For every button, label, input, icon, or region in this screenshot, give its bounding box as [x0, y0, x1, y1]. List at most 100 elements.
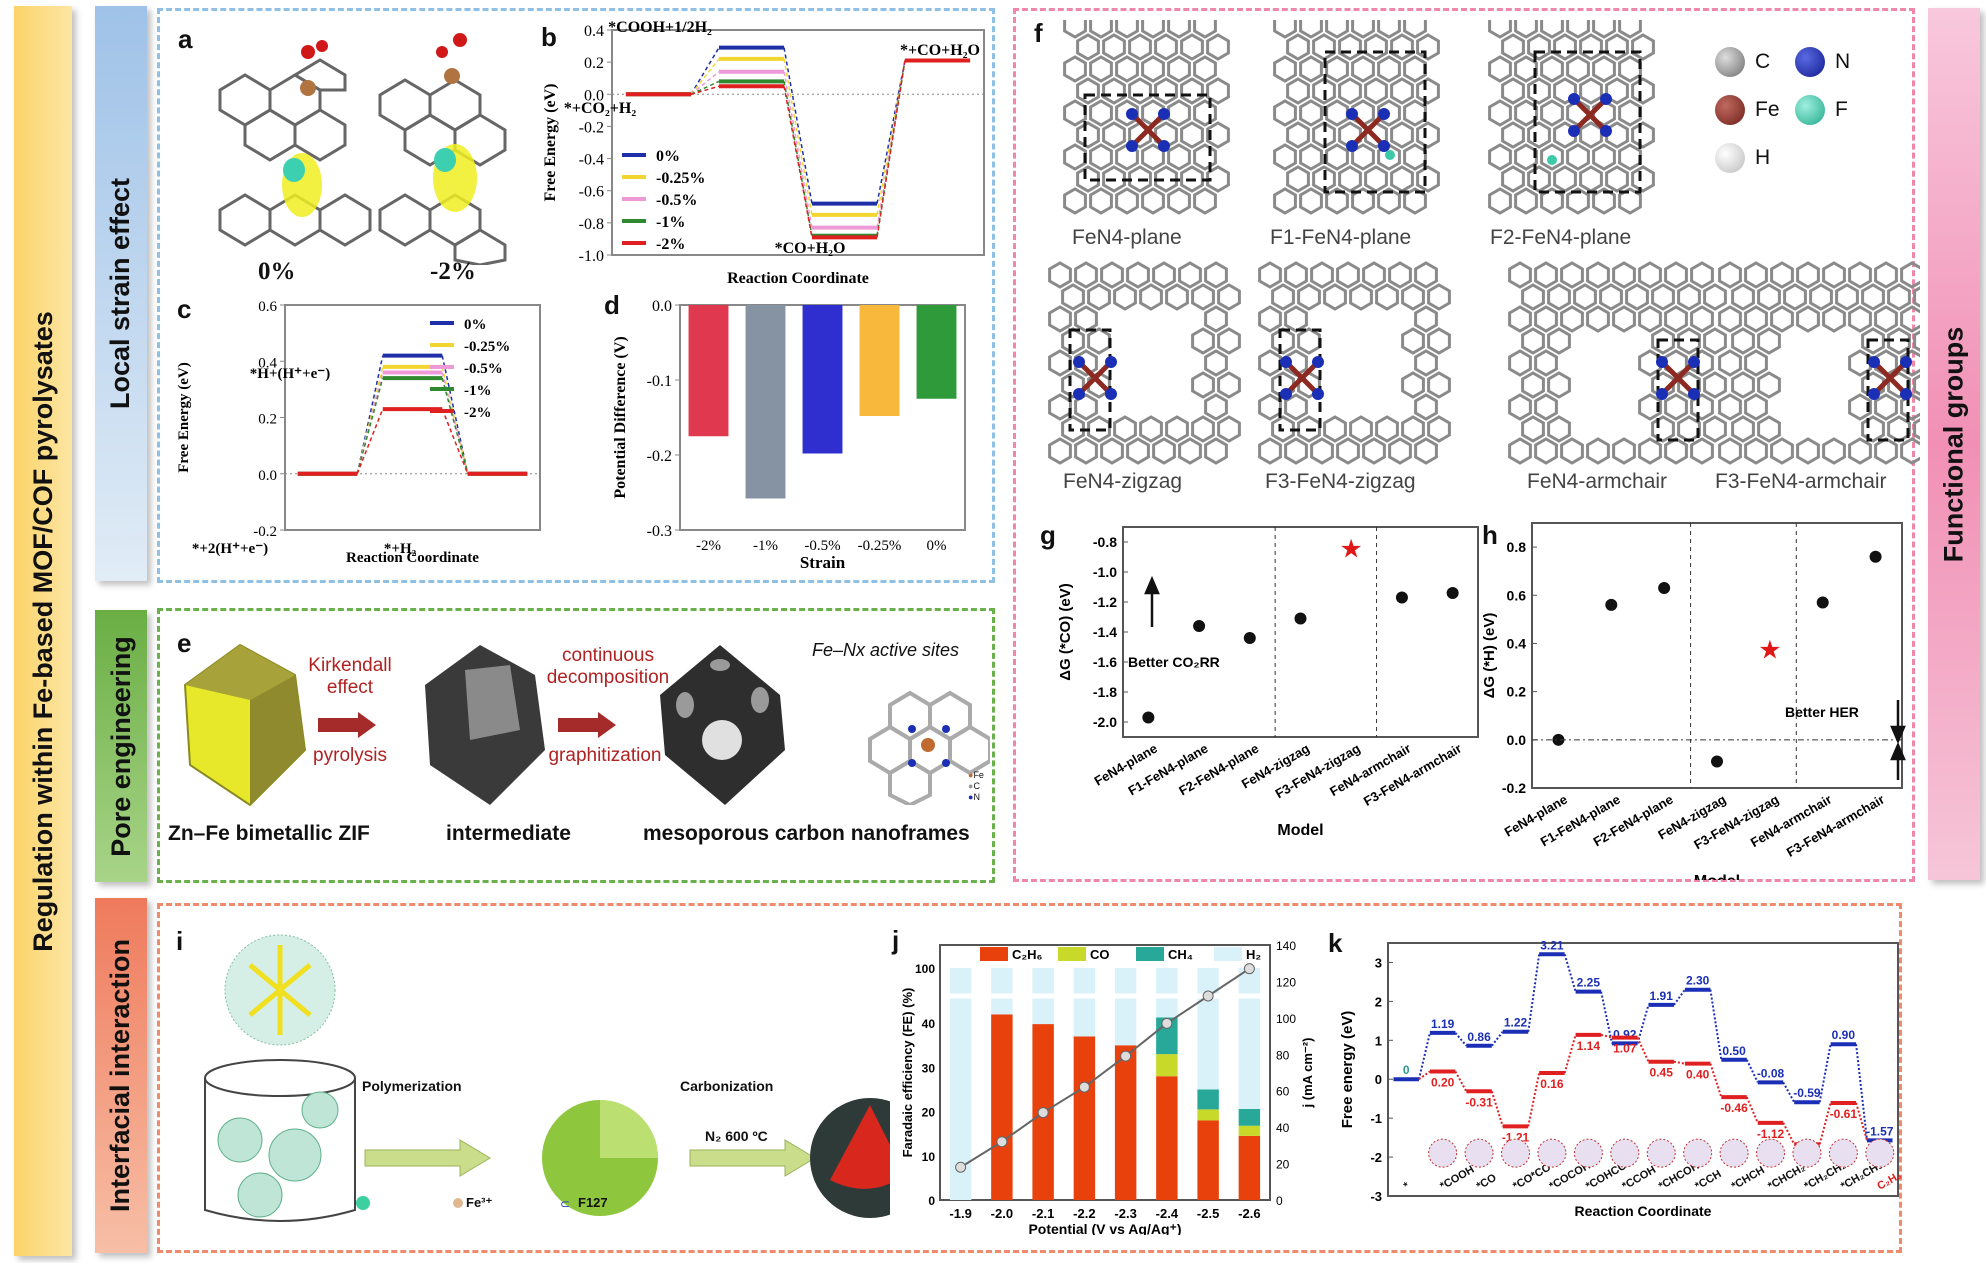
y-tick-label: 100: [915, 962, 935, 976]
highlight-star-icon: ★: [1758, 635, 1781, 665]
chart-k: 3210-1-2-301.190.861.223.212.250.921.912…: [1339, 938, 1904, 1219]
step2-bottom: graphitization: [548, 745, 662, 766]
energy-connector: [1563, 1034, 1577, 1074]
step-label: *+H₂: [384, 541, 417, 557]
energy-connector: [1673, 1060, 1686, 1065]
chart-c: 0.6 0.4 0.2 0.0 -0.2*+2(H⁺+e⁻) *H+(H⁺+e⁻) *+H₂…: [176, 299, 541, 566]
bar-segment: [949, 998, 972, 1200]
nitrogen-atom: [1868, 356, 1880, 368]
structure-caption-4: F3-FeN4-zigzag: [1265, 470, 1416, 493]
y-tick-label: 0.4: [1507, 635, 1527, 651]
carbon-atom-icon: [1715, 47, 1745, 77]
energy-connector: [690, 71, 720, 95]
active-sites-label: Fe–Nx active sites: [812, 640, 960, 660]
step-label: *+CO+H₂O: [900, 42, 980, 59]
unit-cell-box: [1533, 50, 1642, 194]
energy-connector: [690, 58, 720, 95]
energy-connector: [356, 366, 384, 474]
legend-label: H₂: [1246, 947, 1261, 962]
bar-segment: [1114, 998, 1137, 1046]
bar-segment: [1238, 1135, 1261, 1200]
legend-label: 0%: [464, 317, 487, 333]
structure-caption-1: F1-FeN4-plane: [1270, 226, 1412, 249]
step-label: *+CO₂+H₂: [564, 100, 636, 117]
nitrogen-atom: [1158, 140, 1170, 152]
bar-segment: [1197, 1089, 1219, 1110]
adsorbate-structure: [1646, 1138, 1676, 1168]
y-tick-label: 0.0: [652, 298, 672, 315]
x-tick-label: F3-FeN4-armchair: [1784, 792, 1887, 860]
energy-value-label: 0.90: [1832, 1028, 1856, 1042]
y-tick-label: -0.2: [647, 448, 672, 465]
legend-label: 0%: [656, 148, 680, 165]
x-tick-label: *CO: [1475, 1172, 1499, 1193]
nitrogen-atom: [1346, 140, 1358, 152]
energy-connector: [1454, 1032, 1468, 1047]
panel-label-k: k: [1328, 928, 1343, 958]
pore-frame: [157, 608, 995, 883]
legend-c: ●C: [968, 781, 980, 791]
arrow-icon: [1144, 575, 1160, 595]
energy-value-label: 0.40: [1686, 1068, 1710, 1082]
current-density-point: [1120, 1050, 1132, 1062]
bar-segment: [1238, 1108, 1261, 1126]
structure-caption-0: FeN4-plane: [1072, 226, 1182, 249]
energy-connector: [690, 47, 720, 95]
energy-value-label: -1.12: [1757, 1127, 1785, 1141]
x-tick-label: *: [1402, 1180, 1412, 1193]
x-tick-label: -2.2: [1073, 1206, 1095, 1221]
energy-value-label: 0.50: [1722, 1044, 1746, 1058]
energy-connector: [1527, 1072, 1541, 1127]
arrow-icon: [689, 1139, 816, 1177]
structure-caption-3: FeN4-zigzag: [1063, 470, 1183, 493]
energy-connector: [876, 60, 906, 204]
fluorine-atom: [1547, 155, 1557, 165]
structure-caption-5: FeN4-armchair: [1527, 470, 1668, 493]
fe-n-bond: [1660, 360, 1696, 396]
y-tick-label: -0.3: [647, 523, 672, 540]
step-label: *CO+H₂O: [775, 240, 846, 257]
highlight-star-icon: ★: [1340, 534, 1363, 564]
legend-fe3: Fe³⁺: [466, 1195, 493, 1210]
current-density-line: [960, 967, 1250, 1169]
bar-segment: [1073, 1036, 1096, 1200]
data-point: [1658, 582, 1671, 595]
fe-atom: [300, 80, 316, 96]
step1-top-line1: Kirkendall: [308, 655, 392, 676]
x-axis-label: Model: [1694, 873, 1740, 880]
y-tick-label: 0.6: [1507, 587, 1527, 603]
x-tick-label: F3-FeN4-zigzag: [1273, 741, 1363, 802]
nitrogen-atom: [1900, 388, 1912, 400]
energy-value-label: -0.59: [1793, 1086, 1821, 1100]
data-point: [1869, 550, 1882, 563]
arrow-icon: [364, 1139, 491, 1177]
energy-value-label: 0: [1403, 1063, 1410, 1077]
structure-caption-6: F3-FeN4-armchair: [1715, 470, 1887, 493]
plot-frame: [939, 944, 1271, 1201]
adsorbate-structure: [1464, 1138, 1494, 1168]
data-point: [1193, 620, 1206, 632]
bar: [859, 305, 900, 416]
energy-value-label: 0.20: [1431, 1075, 1455, 1089]
data-point: [1395, 591, 1408, 604]
f3-fen4-armchair-structure: [1718, 261, 1920, 465]
y-tick-label: 40: [922, 1017, 936, 1031]
step2-top-line1: continuous: [562, 645, 654, 666]
nitrogen-atom: [1600, 125, 1612, 137]
y2-tick-label: 140: [1276, 939, 1296, 953]
structures-grid: [1048, 20, 1920, 465]
nitrogen-atom: [1312, 388, 1324, 400]
annotation: Better CO₂RR: [1128, 654, 1220, 670]
intermediate-polyhedron: [425, 645, 545, 805]
y-tick-label: -1.0: [1093, 564, 1117, 580]
adsorbate-structure: [1501, 1138, 1530, 1168]
x-tick-label: -0.5%: [804, 538, 840, 554]
fenx-active-site: [868, 690, 990, 805]
y-tick-label: 0.0: [1507, 732, 1527, 748]
y-tick-label: 30: [922, 1061, 936, 1075]
step-carbonization: Carbonization: [680, 1078, 774, 1094]
energy-connector: [356, 355, 384, 474]
h2-bar-upper: [1197, 967, 1219, 994]
legend-label: -0.5%: [464, 361, 503, 377]
nitrogen-atom: [1656, 388, 1668, 400]
